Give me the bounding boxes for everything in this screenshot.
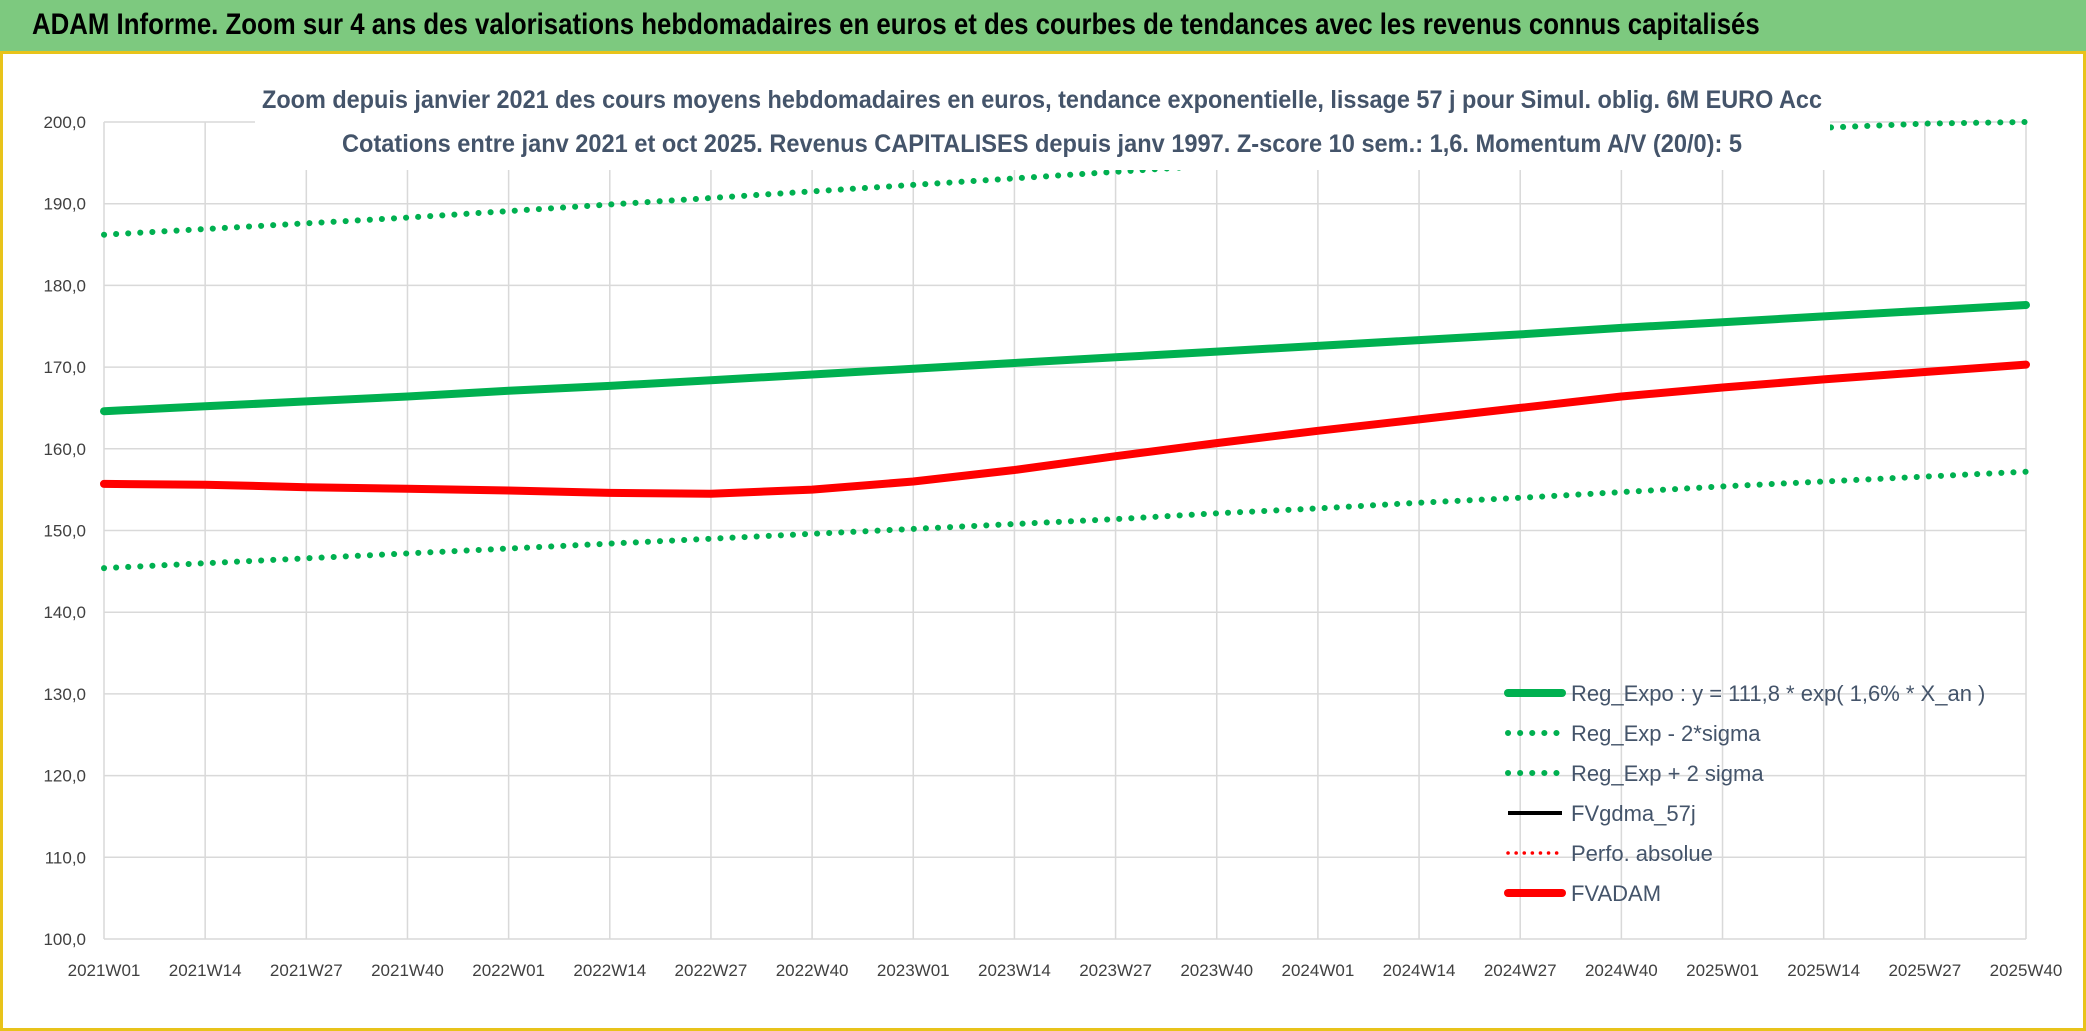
chart-subtitle: Zoom depuis janvier 2021 des cours moyen… (255, 78, 1830, 170)
x-tick-label: 2024W40 (1585, 961, 1658, 980)
legend-label: Reg_Expo : y = 111,8 * exp( 1,6% * X_an … (1571, 681, 1985, 706)
legend-label: Perfo. absolue (1571, 841, 1713, 866)
x-tick-label: 2022W40 (776, 961, 849, 980)
subtitle-background (255, 78, 1830, 170)
subtitle-line-2: Cotations entre janv 2021 et oct 2025. R… (342, 130, 1742, 158)
x-tick-label: 2023W14 (978, 961, 1051, 980)
y-tick-label: 180,0 (43, 276, 86, 295)
legend-label: FVgdma_57j (1571, 801, 1696, 826)
legend-label: Reg_Exp + 2 sigma (1571, 761, 1764, 786)
x-tick-label: 2021W01 (68, 961, 141, 980)
x-tick-label: 2022W27 (675, 961, 748, 980)
y-tick-label: 130,0 (43, 685, 86, 704)
x-tick-label: 2025W14 (1787, 961, 1860, 980)
y-axis-ticks: 100,0 110,0 120,0 130,0 140,0 150,0 160,0 170,0… (43, 113, 86, 949)
x-tick-label: 2021W40 (371, 961, 444, 980)
series-lines (100, 119, 2030, 572)
y-tick-label: 200,0 (43, 113, 86, 132)
y-tick-label: 190,0 (43, 195, 86, 214)
x-tick-label: 2023W01 (877, 961, 950, 980)
x-tick-label: 2022W14 (573, 961, 646, 980)
y-tick-label: 110,0 (45, 848, 86, 867)
x-tick-label: 2023W40 (1180, 961, 1253, 980)
y-tick-label: 140,0 (43, 603, 86, 622)
page-title: ADAM Informe. Zoom sur 4 ans des valoris… (32, 8, 1760, 41)
legend-label: FVADAM (1571, 881, 1661, 906)
x-tick-label: 2024W01 (1282, 961, 1355, 980)
x-tick-label: 2021W14 (169, 961, 242, 980)
x-tick-label: 2025W40 (1990, 961, 2063, 980)
x-axis-ticks: 2021W01 2021W14 2021W27 2021W40 2022W01 2022W… (68, 961, 2063, 980)
chart-frame (0, 54, 2086, 1031)
x-tick-label: 2024W14 (1383, 961, 1456, 980)
grid (103, 121, 2027, 940)
y-tick-label: 170,0 (43, 358, 86, 377)
x-tick-label: 2024W27 (1484, 961, 1557, 980)
series-line-5 (100, 360, 2030, 498)
x-tick-label: 2022W01 (472, 961, 545, 980)
subtitle-line-1: Zoom depuis janvier 2021 des cours moyen… (262, 86, 1822, 114)
legend: Reg_Expo : y = 111,8 * exp( 1,6% * X_an … (1504, 681, 1985, 906)
y-tick-label: 100,0 (43, 930, 86, 949)
x-tick-label: 2025W27 (1888, 961, 1961, 980)
legend-label: Reg_Exp - 2*sigma (1571, 721, 1761, 746)
y-tick-label: 120,0 (43, 767, 86, 786)
y-tick-label: 150,0 (43, 522, 86, 541)
x-tick-label: 2021W27 (270, 961, 343, 980)
series-line-0 (100, 301, 2030, 416)
y-tick-label: 160,0 (43, 440, 86, 459)
x-tick-label: 2025W01 (1686, 961, 1759, 980)
header-bar: ADAM Informe. Zoom sur 4 ans des valoris… (0, 0, 2086, 54)
x-tick-label: 2023W27 (1079, 961, 1152, 980)
